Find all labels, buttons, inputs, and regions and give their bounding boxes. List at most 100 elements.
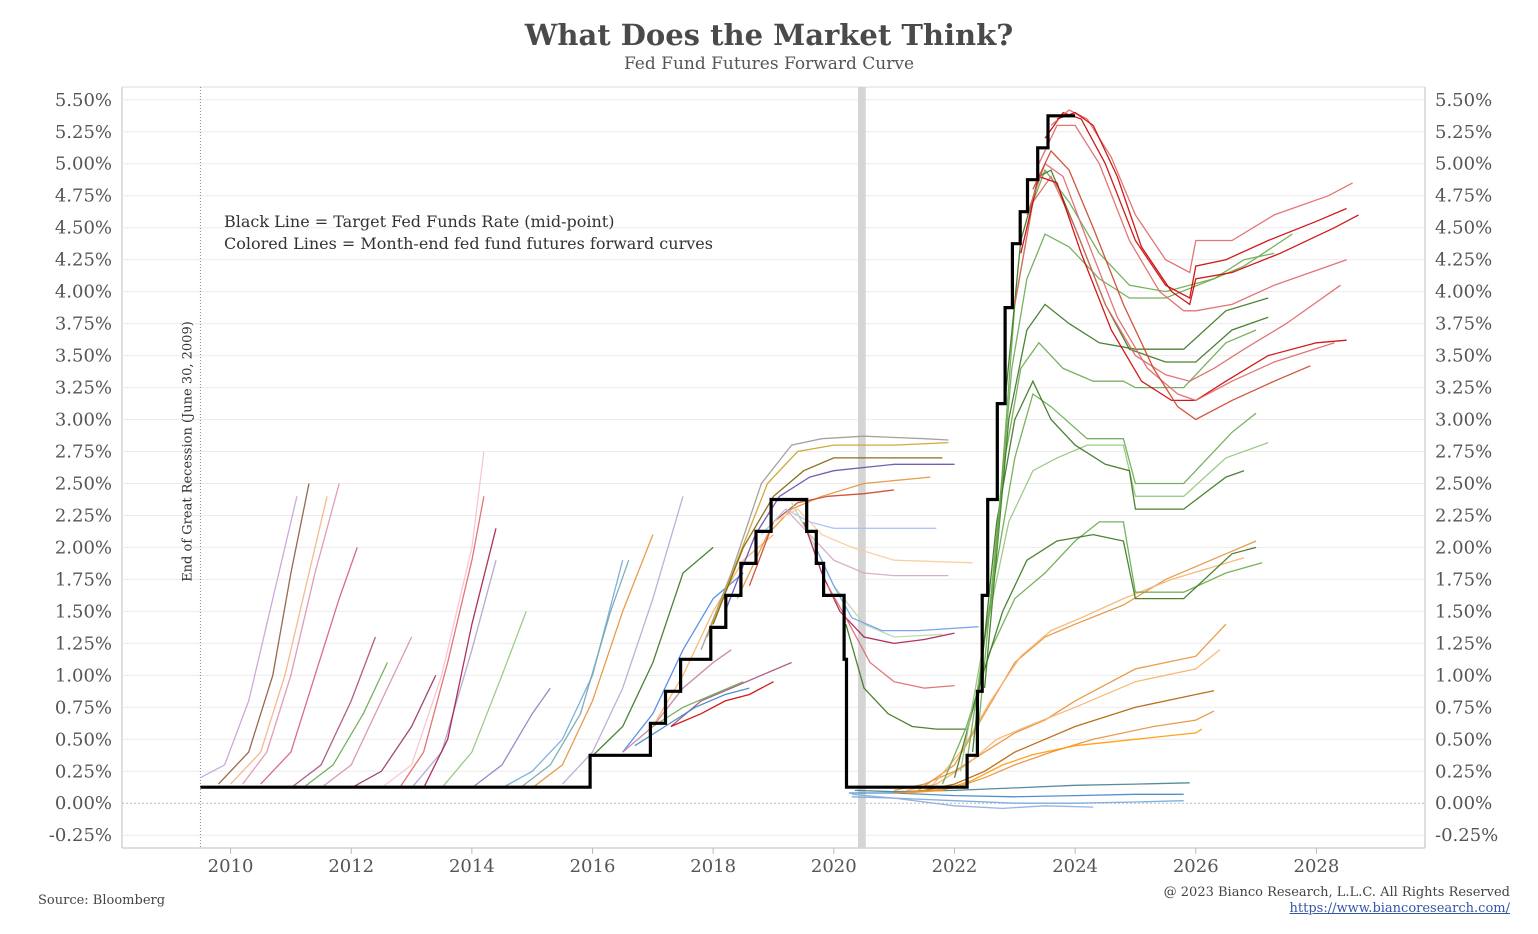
x-tick-label: 2018 [690,856,736,877]
y-tick-label-right: 2.00% [1435,537,1492,558]
y-tick-label-left: 1.50% [55,601,112,622]
y-tick-label-right: 4.75% [1435,186,1492,207]
forward-curve-line [785,508,949,577]
forward-curve-line [971,379,1245,753]
forward-curve-line [652,681,744,728]
forward-curve-line [1005,169,1269,395]
forward-curve-line [894,690,1215,794]
forward-curve-line [350,675,437,789]
forward-curve-line [519,559,630,789]
y-tick-label-right: 4.00% [1435,282,1492,303]
forward-curve-line [622,649,732,753]
forward-curve-line [561,496,684,785]
forward-curve-line [917,540,1257,791]
x-tick-label: 2022 [932,856,978,877]
forward-curve-line [670,661,792,727]
y-tick-label-right: 3.00% [1435,410,1492,431]
forward-curve-line [218,483,310,785]
forward-curve-line [845,624,967,730]
y-tick-label-left: 2.50% [55,473,112,494]
target-rate-line [200,114,1076,789]
x-tick-label: 2024 [1052,856,1098,877]
forward-curve-line [1020,175,1347,402]
y-tick-label-right: 0.25% [1435,761,1492,782]
y-tick-label-left: 0.50% [55,729,112,750]
y-tick-label-left: 3.50% [55,346,112,367]
y-tick-label-left: 3.75% [55,314,112,335]
y-tick-label-right: 3.75% [1435,314,1492,335]
y-tick-label-left: 2.00% [55,537,112,558]
forward-curve-line [471,687,551,789]
forward-curve-line [1014,175,1341,382]
y-tick-label-left: 2.75% [55,442,112,463]
y-tick-label-right: 3.25% [1435,378,1492,399]
y-tick-label-left: 3.25% [55,378,112,399]
forward-curve-line [851,793,1094,810]
x-tick-label: 2014 [449,856,495,877]
forward-curve-line [712,457,943,625]
forward-curve-line [803,521,955,645]
y-tick-label-left: 4.25% [55,250,112,271]
forward-curve-line [953,533,1257,778]
y-tick-label-right: 4.25% [1435,250,1492,271]
x-tick-label: 2016 [570,856,616,877]
y-tick-label-left: 1.25% [55,633,112,654]
y-tick-label-right: 1.25% [1435,633,1492,654]
forward-curve-line [290,636,377,789]
forward-curve-line [996,168,1293,548]
forward-curve-line [670,681,774,728]
forward-curve-line [1056,111,1359,306]
forward-curve-line [242,483,340,785]
y-tick-label-left: 5.25% [55,122,112,143]
x-tick-label: 2020 [811,856,857,877]
y-tick-label-right: 5.00% [1435,154,1492,175]
forward-curve-line [990,233,1275,612]
chart-subtitle: Fed Fund Futures Forward Curve [623,54,915,74]
forward-curve-line [1044,111,1347,299]
y-tick-label-left: 5.50% [55,90,112,111]
y-tick-label-right: 5.50% [1435,90,1492,111]
y-tick-label-right: 5.25% [1435,122,1492,143]
forward-curve-line [773,508,973,564]
legend-note-colored-lines: Colored Lines = Month-end fed fund futur… [224,234,713,253]
y-tick-label-left: 4.00% [55,282,112,303]
forward-curve-line [815,547,979,632]
forward-curve-line [791,502,943,638]
forward-curve-line [398,496,485,789]
y-tick-label-right: 0.75% [1435,697,1492,718]
y-tick-label-right: 4.50% [1435,218,1492,239]
forward-curve-line [848,792,1184,798]
forward-curve-line [906,649,1221,792]
forward-curve-line [700,435,949,651]
forward-curve-line [977,329,1257,727]
x-tick-label: 2010 [208,856,254,877]
y-tick-label-left: 0.00% [55,793,112,814]
y-tick-label-right: 3.50% [1435,346,1492,367]
y-tick-label-left: 4.75% [55,186,112,207]
forward-curve-line [302,662,388,789]
forward-curve-line [959,441,1269,772]
forward-curve-line [1032,149,1311,421]
forward-curve-line [592,546,714,757]
forward-curve-line [983,297,1269,689]
forward-curve-line [760,508,937,536]
forward-curve-line [1026,162,1335,402]
forward-curve-line [200,496,298,779]
x-tick-label: 2012 [328,856,374,877]
forward-curve-line [441,611,527,789]
forward-curve-line [411,560,497,789]
y-tick-label-left: 1.00% [55,665,112,686]
copyright-note: @ 2023 Bianco Research, L.L.C. All Right… [1163,885,1510,900]
y-tick-label-left: 0.25% [55,761,112,782]
y-tick-label-left: 2.25% [55,505,112,526]
y-tick-label-left: -0.25% [49,825,112,846]
forward-curve-line [260,547,358,785]
y-tick-label-left: 0.75% [55,697,112,718]
y-tick-label-left: 3.00% [55,410,112,431]
y-tick-label-right: 1.75% [1435,569,1492,590]
y-tick-label-right: -0.25% [1435,825,1498,846]
y-tick-label-right: 1.00% [1435,665,1492,686]
chart-title: What Does the Market Think? [524,18,1014,52]
website-link[interactable]: https://www.biancoresearch.com/ [1289,901,1510,916]
